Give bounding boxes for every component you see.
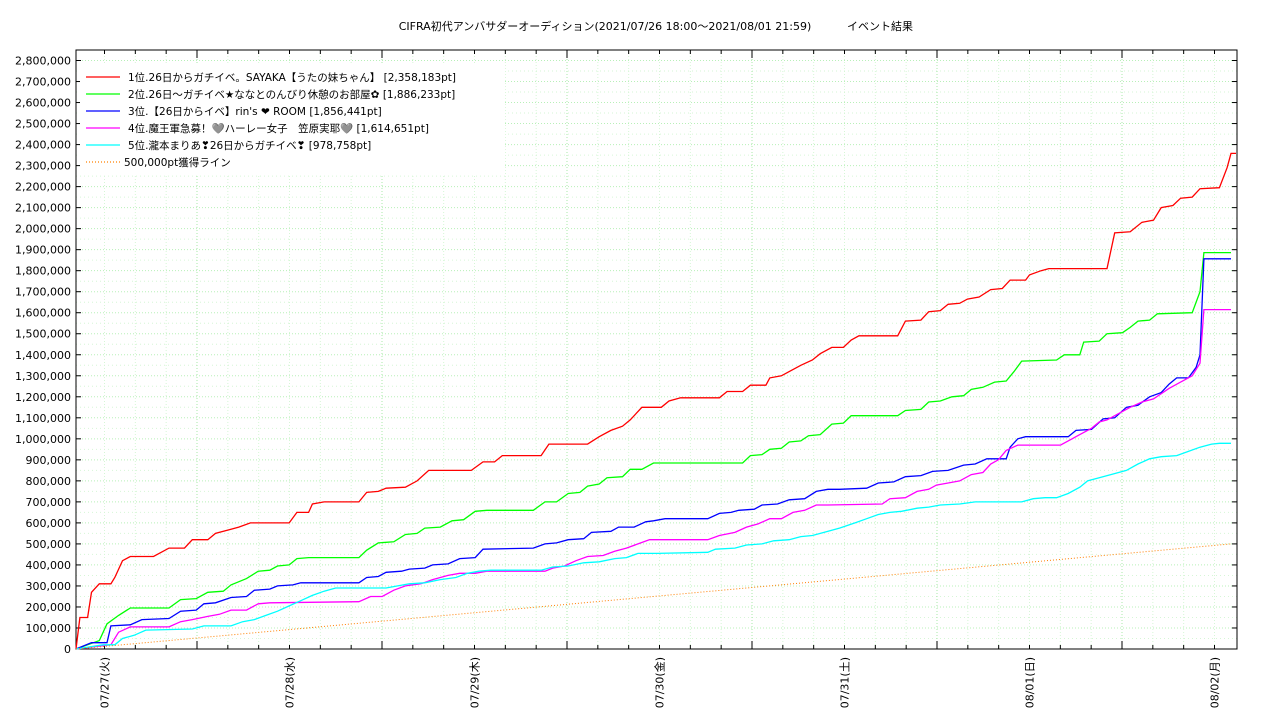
y-tick-label: 2,800,000 bbox=[15, 55, 71, 68]
x-tick-label: 08/02(月) bbox=[1209, 657, 1222, 708]
chart-title: CIFRA初代アンバサダーオーディション(2021/07/26 18:00〜20… bbox=[399, 19, 812, 33]
y-tick-label: 300,000 bbox=[26, 580, 72, 593]
y-tick-label: 2,000,000 bbox=[15, 223, 71, 236]
legend-box bbox=[80, 65, 505, 175]
series-line-6 bbox=[75, 543, 1232, 650]
plot-frame bbox=[75, 49, 1238, 650]
y-tick-label: 0 bbox=[64, 643, 71, 656]
x-tick-label: 08/01(日) bbox=[1024, 657, 1037, 708]
y-tick-label: 2,700,000 bbox=[15, 76, 71, 89]
y-tick-label: 400,000 bbox=[26, 559, 72, 572]
y-tick-label: 1,100,000 bbox=[15, 412, 71, 425]
axis-ticks: 0 100,000 200,000 300,000 400,000 500,000 600,… bbox=[15, 50, 1237, 708]
series-line-1 bbox=[75, 152, 1236, 650]
series-line-4 bbox=[75, 308, 1231, 650]
legend-label-2: 2位.26日〜ガチイベ★ななとのんびり休憩のお部屋✿ [1,886,233pt] bbox=[128, 88, 455, 101]
x-tick-label: 07/28(水) bbox=[284, 657, 297, 708]
y-tick-label: 2,200,000 bbox=[15, 181, 71, 194]
y-tick-label: 1,300,000 bbox=[15, 370, 71, 383]
y-tick-label: 800,000 bbox=[26, 475, 72, 488]
y-tick-label: 100,000 bbox=[26, 622, 72, 635]
y-tick-label: 500,000 bbox=[26, 538, 72, 551]
y-tick-label: 1,000,000 bbox=[15, 433, 71, 446]
chart-subtitle: イベント結果 bbox=[847, 19, 913, 33]
chart-header: CIFRA初代アンバサダーオーディション(2021/07/26 18:00〜20… bbox=[399, 19, 913, 33]
y-tick-label: 1,700,000 bbox=[15, 286, 71, 299]
y-tick-label: 1,600,000 bbox=[15, 307, 71, 320]
y-tick-label: 1,200,000 bbox=[15, 391, 71, 404]
y-tick-label: 2,100,000 bbox=[15, 202, 71, 215]
y-tick-label: 200,000 bbox=[26, 601, 72, 614]
legend-label-4: 4位.魔王軍急募！🩶ハーレー女子 笠原実耶🩶 [1,614,651pt] bbox=[128, 122, 429, 135]
y-tick-label: 900,000 bbox=[26, 454, 72, 467]
y-tick-label: 2,500,000 bbox=[15, 118, 71, 131]
series-line-3 bbox=[75, 258, 1231, 650]
legend-label-3: 3位.【26日からイベ】rin's ❤ ROOM [1,856,441pt] bbox=[128, 105, 382, 118]
series-lines bbox=[75, 152, 1236, 650]
series-line-2 bbox=[75, 251, 1231, 650]
legend-label-1: 1位.26日からガチイベ。SAYAKA【うたの妹ちゃん】 [2,358,183p… bbox=[128, 71, 456, 84]
x-tick-label: 07/27(火) bbox=[99, 657, 112, 708]
y-tick-label: 1,500,000 bbox=[15, 328, 71, 341]
series-line-5 bbox=[75, 442, 1231, 650]
y-tick-label: 700,000 bbox=[26, 496, 72, 509]
legend-label-6: 500,000pt獲得ライン bbox=[124, 156, 231, 169]
legend-label-5: 5位.瀧本まりあ❣26日からガチイベ❣ [978,758pt] bbox=[128, 139, 371, 152]
x-tick-label: 07/31(土) bbox=[839, 657, 852, 708]
y-tick-label: 600,000 bbox=[26, 517, 72, 530]
y-tick-label: 2,300,000 bbox=[15, 160, 71, 173]
y-tick-label: 1,800,000 bbox=[15, 265, 71, 278]
x-tick-label: 07/30(金) bbox=[653, 657, 667, 708]
x-tick-label: 07/29(木) bbox=[469, 657, 482, 708]
legend: 1位.26日からガチイベ。SAYAKA【うたの妹ちゃん】 [2,358,183p… bbox=[80, 65, 505, 175]
y-tick-label: 1,400,000 bbox=[15, 349, 71, 362]
y-tick-label: 1,900,000 bbox=[15, 244, 71, 257]
y-tick-label: 2,400,000 bbox=[15, 139, 71, 152]
y-tick-label: 2,600,000 bbox=[15, 97, 71, 110]
